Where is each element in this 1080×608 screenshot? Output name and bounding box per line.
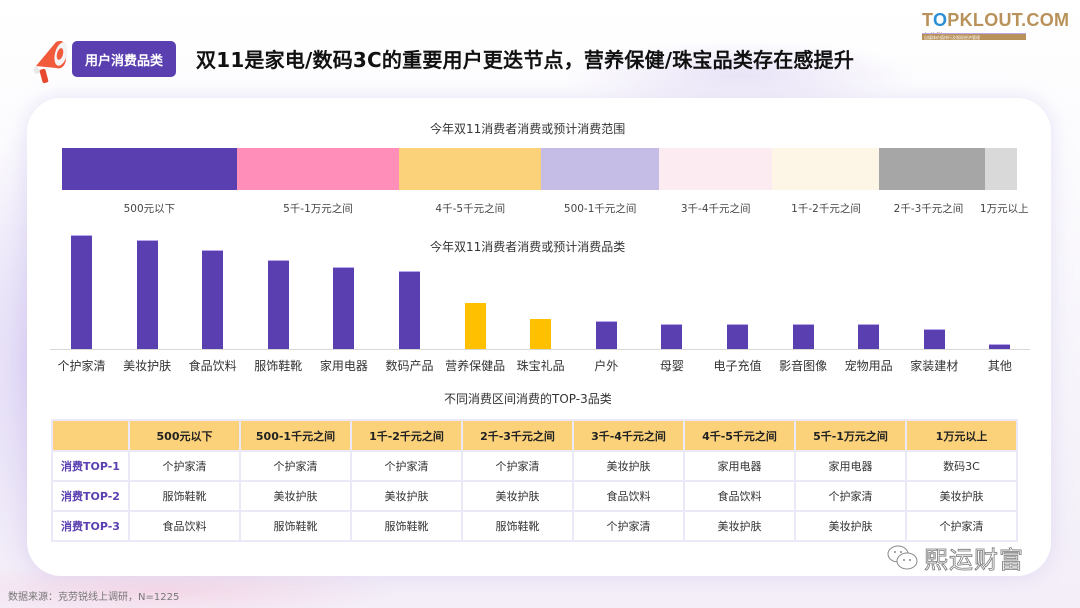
column-header: 1千-2千元之间: [350, 419, 463, 452]
table-cell: 美妆护肤: [350, 480, 463, 512]
category-label: 珠宝礼品: [516, 359, 565, 373]
table-cell: 美妆护肤: [572, 450, 685, 482]
table-cell: 个护家清: [128, 450, 241, 482]
table-cell: 美妆护肤: [794, 510, 907, 542]
table-cell: 服饰鞋靴: [350, 510, 463, 542]
range-segment: [399, 148, 542, 190]
category-label: 宠物用品: [844, 359, 893, 373]
column-header: 4千-5千元之间: [683, 419, 796, 452]
table-cell: 美妆护肤: [683, 510, 796, 542]
category-bar: [858, 324, 880, 349]
category-label: 母婴: [659, 359, 684, 373]
range-chart-title: 今年双11消费者消费或预计消费范围: [430, 122, 626, 136]
table-cell: 数码3C: [905, 450, 1018, 482]
category-label: 家用电器: [319, 359, 368, 373]
table-cell: 服饰鞋靴: [128, 480, 241, 512]
range-label: 1万元以上: [979, 203, 1029, 215]
column-header: 5千-1万元之间: [794, 419, 907, 452]
top3-table: 500元以下 500-1千元之间 1千-2千元之间 2千-3千元之间 3千-4千元之间 4…: [51, 419, 1018, 542]
category-bar: [202, 250, 224, 349]
table-cell: 食品饮料: [572, 480, 685, 512]
range-segment: [541, 148, 659, 190]
category-bar: [464, 303, 486, 349]
megaphone-icon: [34, 40, 68, 84]
category-label: 数码产品: [385, 359, 434, 373]
column-header: 500-1千元之间: [239, 419, 352, 452]
category-label: 个护家清: [57, 359, 106, 373]
range-label: 500-1千元之间: [563, 203, 637, 215]
category-bar: [267, 260, 289, 349]
table-cell: 家用电器: [683, 450, 796, 482]
category-bar: [399, 271, 420, 349]
range-segment: [772, 148, 880, 190]
table-row: 消费TOP-1 个护家清 个护家清 个护家清 个护家清 美妆护肤 家用电器 家用电器 数码3C: [51, 450, 1018, 482]
table-cell: 美妆护肤: [239, 480, 352, 512]
range-label: 4千-5千元之间: [435, 203, 506, 215]
range-label: 5千-1万元之间: [283, 203, 353, 215]
x-axis-line: [50, 349, 1030, 350]
column-header: 1万元以上: [905, 419, 1018, 452]
brand-logo: TOPKLOUT.COM 自媒体价值排行及版权经济管理 克劳锐: [922, 10, 1070, 40]
table-cell: 个护家清: [239, 450, 352, 482]
table-cell: 美妆护肤: [905, 480, 1018, 512]
range-segment: [236, 148, 400, 190]
category-label: 服饰鞋靴: [254, 359, 303, 373]
column-header: 3千-4千元之间: [572, 419, 685, 452]
category-label: 营养保健品: [445, 359, 506, 373]
category-label: 影音图像: [779, 359, 828, 373]
table-header-row: 500元以下 500-1千元之间 1千-2千元之间 2千-3千元之间 3千-4千元之间 4…: [51, 419, 1018, 452]
category-label: 户外: [594, 359, 619, 373]
table-cell: 食品饮料: [128, 510, 241, 542]
category-label: 家装建材: [910, 359, 959, 373]
watermark: 熙运财富: [886, 540, 1024, 575]
range-label: 3千-4千元之间: [680, 203, 751, 215]
category-bar: [136, 240, 158, 349]
category-label: 食品饮料: [188, 359, 237, 373]
range-segment: [879, 148, 986, 190]
range-segment: [658, 148, 773, 190]
category-bar: [923, 329, 945, 349]
table-cell: 个护家清: [794, 480, 907, 512]
section-tag: 用户消费品类: [72, 41, 176, 77]
data-source-note: 数据来源：克劳锐线上调研，N=1225: [8, 592, 180, 603]
range-segment: [62, 148, 237, 190]
category-bar: [792, 324, 814, 349]
spending-range-stacked-bar: [62, 148, 1017, 190]
table-cell: 个护家清: [905, 510, 1018, 542]
category-bar: [333, 267, 355, 349]
table-cell: 美妆护肤: [461, 480, 574, 512]
category-bar: [530, 319, 552, 349]
column-header: [51, 419, 130, 452]
category-label: 美妆护肤: [123, 359, 172, 373]
column-header: 2千-3千元之间: [461, 419, 574, 452]
range-segment: [985, 148, 1017, 190]
wechat-icon: [887, 545, 918, 569]
table-cell: 个护家清: [461, 450, 574, 482]
table-cell: 家用电器: [794, 450, 907, 482]
range-label: 1千-2千元之间: [791, 203, 861, 215]
range-label: 500元以下: [123, 203, 176, 215]
table-row: 消费TOP-3 食品饮料 服饰鞋靴 服饰鞋靴 服饰鞋靴 个护家清 美妆护肤 美妆护肤 个护家清: [51, 510, 1018, 542]
category-bar: [71, 235, 92, 349]
row-header: 消费TOP-2: [51, 480, 130, 512]
table-cell: 个护家清: [572, 510, 685, 542]
category-bar: [989, 344, 1011, 349]
category-bar: [595, 321, 617, 349]
table-cell: 食品饮料: [683, 480, 796, 512]
category-label: 其他: [987, 359, 1012, 373]
category-bar: [661, 324, 683, 349]
table-cell: 个护家清: [350, 450, 463, 482]
row-header: 消费TOP-3: [51, 510, 130, 542]
column-header: 500元以下: [128, 419, 241, 452]
top3-table-title: 不同消费区间消费的TOP-3品类: [444, 392, 612, 406]
row-header: 消费TOP-1: [51, 450, 130, 482]
table-cell: 服饰鞋靴: [461, 510, 574, 542]
category-label: 电子充值: [713, 359, 762, 373]
table-cell: 服饰鞋靴: [239, 510, 352, 542]
table-row: 消费TOP-2 服饰鞋靴 美妆护肤 美妆护肤 美妆护肤 食品饮料 食品饮料 个护家清 美妆护肤: [51, 480, 1018, 512]
category-chart-title: 今年双11消费者消费或预计消费品类: [430, 240, 626, 254]
range-label: 2千-3千元之间: [893, 203, 964, 215]
page-title: 双11是家电/数码3C的重要用户更迭节点，营养保健/珠宝品类存在感提升: [196, 48, 855, 72]
category-bar: [727, 324, 748, 349]
